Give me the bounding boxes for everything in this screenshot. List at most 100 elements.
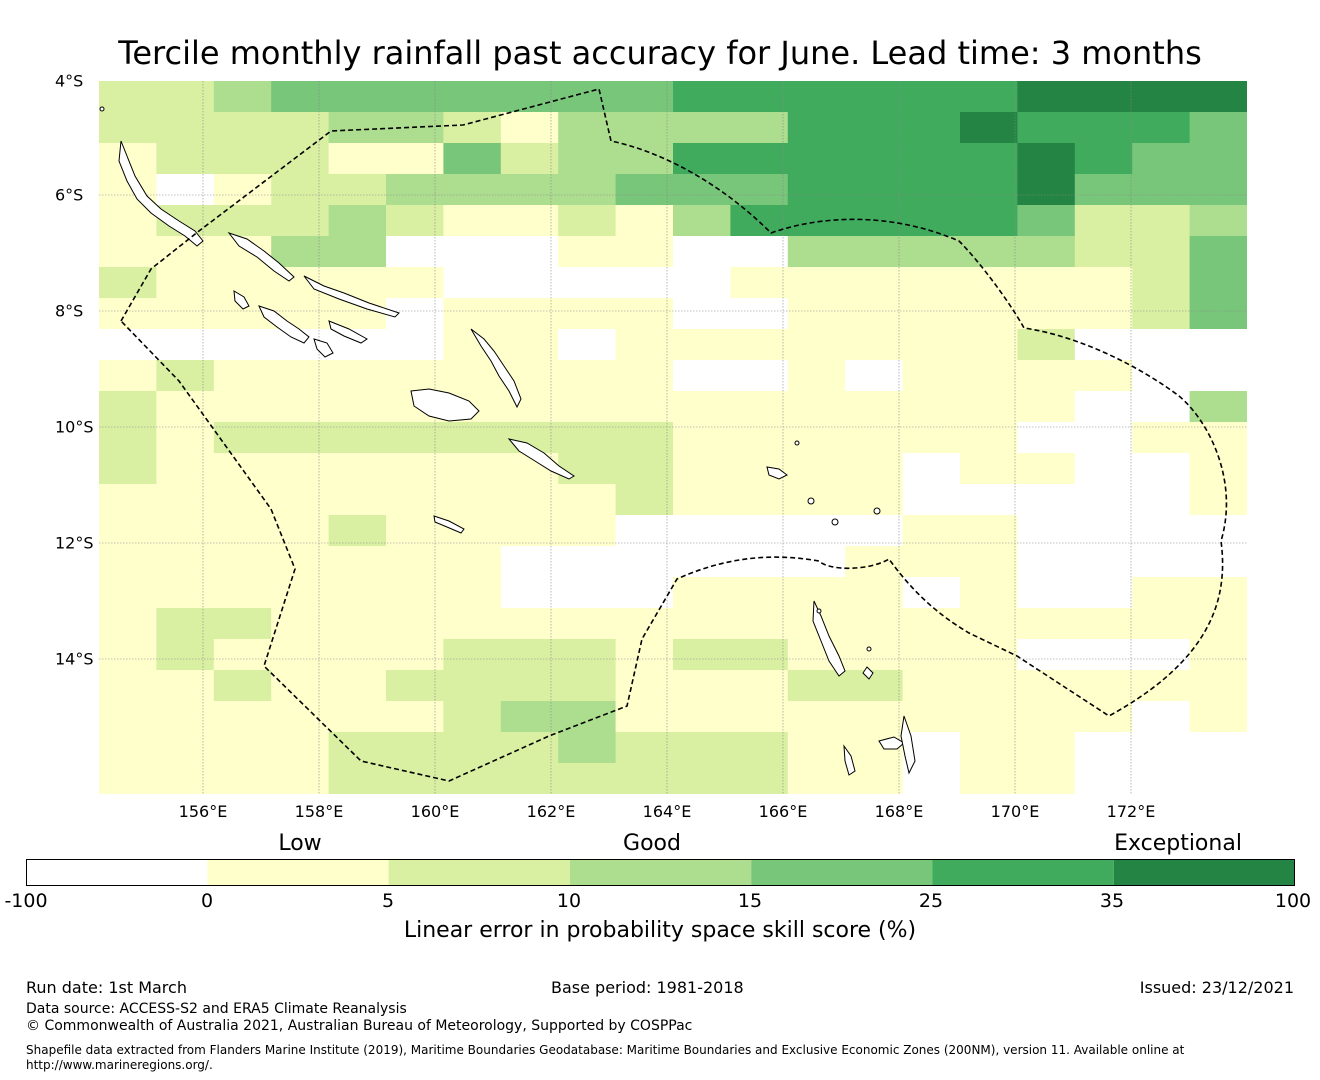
grid-cell (960, 484, 1018, 516)
grid-cell (787, 546, 846, 578)
grid-cell (1132, 546, 1191, 578)
grid-cell (1132, 608, 1191, 640)
graticule (99, 81, 1247, 794)
grid-cell (500, 236, 559, 268)
grid-cell (1132, 453, 1191, 485)
grid-cell (271, 639, 330, 671)
grid-cell (271, 608, 330, 640)
grid-cell (386, 143, 444, 175)
skill-map (99, 81, 1247, 794)
grid-cell (615, 391, 674, 423)
copyright: © Commonwealth of Australia 2021, Austra… (26, 1018, 693, 1034)
grid-cell (1132, 701, 1191, 733)
grid-cell (1074, 391, 1133, 423)
grid-cell (615, 670, 674, 702)
grid-cell (156, 608, 215, 640)
grid-cell (156, 81, 215, 113)
lon-label-156e: 156°E (178, 802, 228, 821)
grid-cell (845, 515, 904, 547)
grid-cell (213, 174, 272, 206)
grid-cell (156, 639, 215, 671)
grid-cell (1074, 577, 1133, 609)
grid-cell (1189, 577, 1247, 609)
grid-cell (328, 453, 387, 485)
grid-cell (558, 267, 617, 299)
grid-cell (1074, 608, 1133, 640)
grid-cell (271, 360, 330, 392)
grid-cell (902, 639, 961, 671)
grid-cell (673, 236, 731, 268)
grid-cell (558, 360, 617, 392)
grid-cell (328, 577, 387, 609)
grid-cell (960, 546, 1018, 578)
grid-cell (386, 360, 444, 392)
grid-cell (845, 670, 904, 702)
grid-cell (730, 639, 789, 671)
grid-cell (500, 763, 559, 794)
grid-cell (1074, 546, 1133, 578)
grid-cell (1017, 298, 1076, 330)
grid-cell (615, 81, 674, 113)
grid-cell (156, 236, 215, 268)
grid-cell (845, 329, 904, 361)
grid-cell (1074, 701, 1133, 733)
grid-cell (1017, 205, 1076, 237)
grid-cell (386, 639, 444, 671)
grid-cell (960, 174, 1018, 206)
grid-cell (615, 577, 674, 609)
grid-cell (1017, 236, 1076, 268)
grid-cell (213, 360, 272, 392)
grid-cell (1189, 639, 1247, 671)
grid-cell (902, 701, 961, 733)
tick-0: 0 (200, 890, 214, 912)
grid-cell (787, 577, 846, 609)
lat-label-10s: 10°S (55, 417, 94, 437)
grid-cell (787, 453, 846, 485)
grid-cell (156, 732, 215, 764)
grid-cell (960, 112, 1018, 144)
grid-cell (99, 484, 157, 516)
grid-cell (156, 577, 215, 609)
grid-cell (99, 391, 157, 423)
grid-cell (960, 732, 1018, 764)
grid-cell (787, 81, 846, 113)
grid-cell (902, 546, 961, 578)
grid-cell (99, 515, 157, 547)
grid-cell (213, 577, 272, 609)
grid-cell (960, 608, 1018, 640)
grid-cell (99, 81, 157, 113)
grid-cell (960, 453, 1018, 485)
grid-cell (328, 639, 387, 671)
grid-cell (730, 732, 789, 764)
grid-cell (328, 143, 387, 175)
grid-cell (213, 112, 272, 144)
grid-cell (500, 484, 559, 516)
grid-cell (1132, 112, 1191, 144)
grid-cell (1074, 639, 1133, 671)
shapefile-credit-line-1: Shapefile data extracted from Flanders M… (26, 1043, 1185, 1057)
grid-cell (1132, 360, 1191, 392)
grid-cell (1132, 577, 1191, 609)
grid-cell (960, 143, 1018, 175)
grid-cell (787, 670, 846, 702)
grid-cell (500, 670, 559, 702)
grid-cell (156, 174, 215, 206)
grid-cell (328, 112, 387, 144)
grid-cell (213, 639, 272, 671)
grid-cell (730, 143, 789, 175)
grid-cell (328, 763, 387, 794)
grid-cell (1132, 298, 1191, 330)
grid-cell (615, 763, 674, 794)
category-low: Low (278, 831, 322, 856)
grid-cell (960, 701, 1018, 733)
grid-cell (673, 143, 731, 175)
grid-cell (673, 298, 731, 330)
grid-cell (271, 81, 330, 113)
colorbar-segment-2 (388, 859, 570, 886)
category-exceptional: Exceptional (1114, 831, 1242, 856)
grid-cell (558, 608, 617, 640)
grid-cell (328, 546, 387, 578)
grid-cell (615, 205, 674, 237)
grid-cell (845, 112, 904, 144)
tick-100: 100 (1274, 890, 1312, 912)
